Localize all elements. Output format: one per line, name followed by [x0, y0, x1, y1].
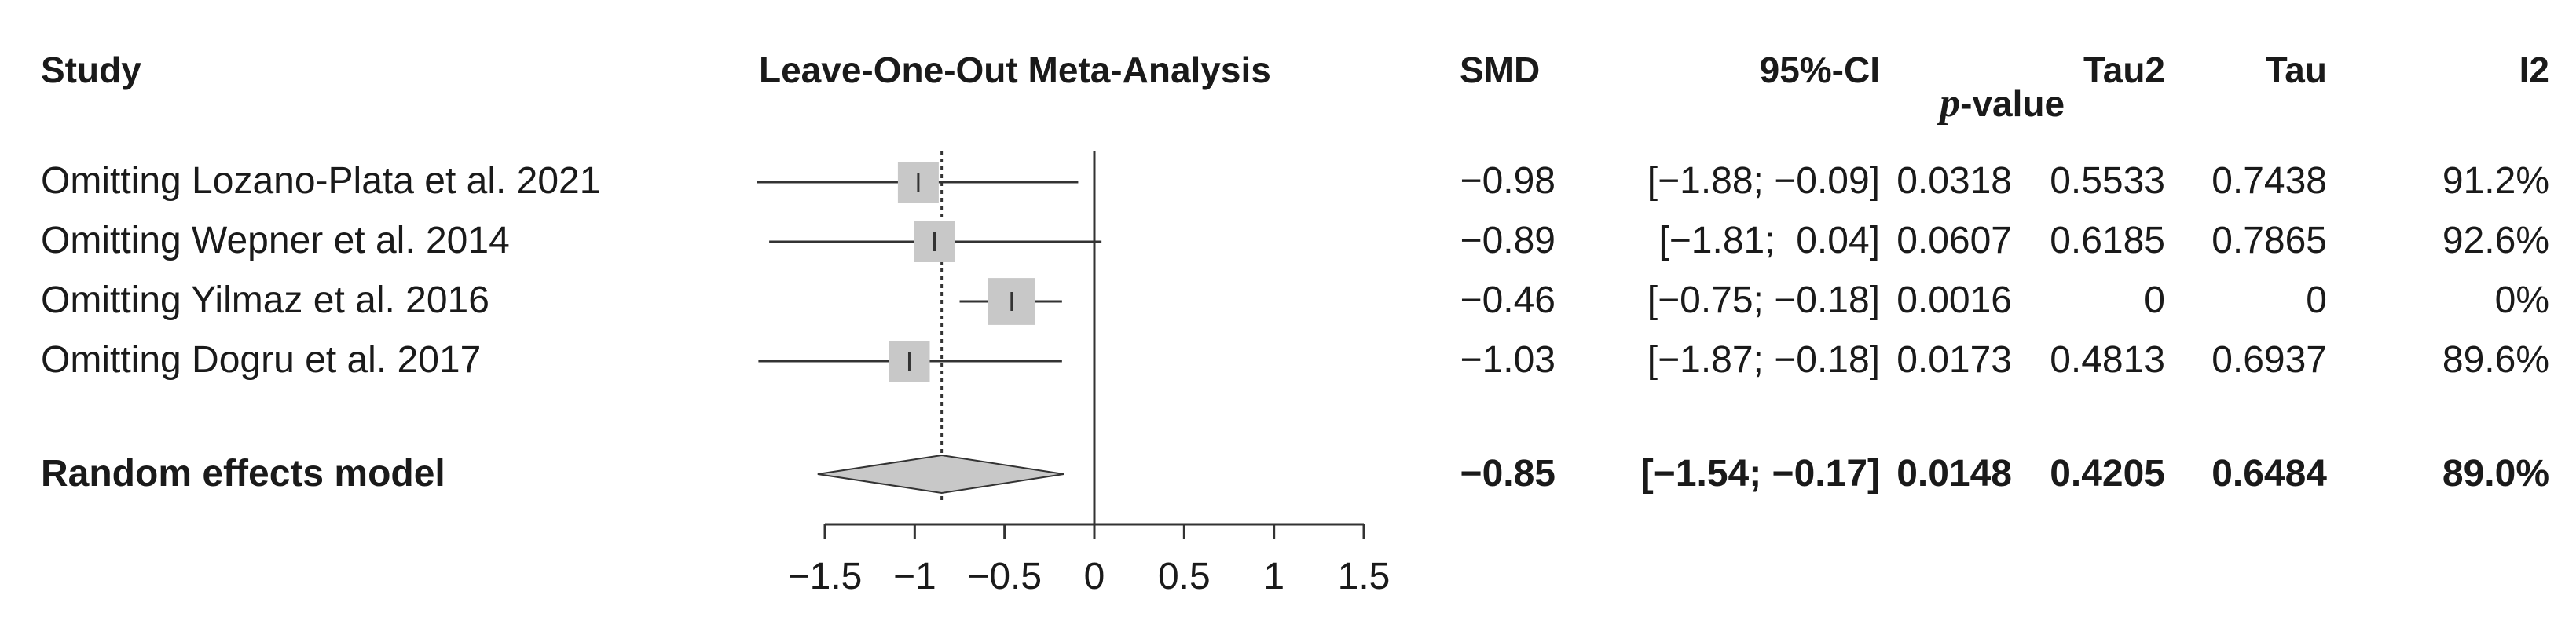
- header-plot-title: Leave-One-Out Meta-Analysis: [759, 49, 1271, 90]
- header-p-suffix: -value: [1960, 83, 2065, 124]
- study-smd: −0.98: [1460, 160, 1555, 202]
- header-p-value: p-value: [1900, 47, 2065, 160]
- summary-label: Random effects model: [41, 453, 445, 495]
- study-tau2: 0.5533: [2050, 160, 2165, 202]
- study-smd: −0.89: [1460, 220, 1555, 261]
- study-p-value: 0.0173: [1896, 339, 2012, 381]
- study-tau: 0: [2306, 279, 2327, 321]
- study-ci: [−0.75; −0.18]: [1647, 279, 1880, 321]
- study-p-value: 0.0607: [1896, 220, 2012, 261]
- study-smd: −0.46: [1460, 279, 1555, 321]
- study-i2: 89.6%: [2442, 339, 2549, 381]
- study-tau2: 0: [2144, 279, 2165, 321]
- study-label: Omitting Yilmaz et al. 2016: [41, 279, 489, 321]
- x-tick-label: −0.5: [967, 556, 1042, 597]
- study-label: Omitting Dogru et al. 2017: [41, 339, 482, 381]
- study-tau: 0.6937: [2211, 339, 2327, 381]
- header-p-italic: p: [1940, 81, 1961, 126]
- study-ci: [−1.87; −0.18]: [1647, 339, 1880, 381]
- summary-ci: [−1.54; −0.17]: [1640, 453, 1880, 495]
- x-tick-label: 0.5: [1158, 556, 1211, 597]
- study-tau2: 0.4813: [2050, 339, 2165, 381]
- summary-i2: 89.0%: [2442, 453, 2549, 495]
- study-i2: 91.2%: [2442, 160, 2549, 202]
- x-tick-label: −1.5: [788, 556, 863, 597]
- summary-tau2: 0.4205: [2050, 453, 2165, 495]
- summary-smd: −0.85: [1460, 453, 1555, 495]
- study-ci: [−1.81; 0.04]: [1658, 220, 1880, 261]
- study-i2: 92.6%: [2442, 220, 2549, 261]
- study-smd: −1.03: [1460, 339, 1555, 381]
- header-study: Study: [41, 49, 141, 90]
- x-tick-label: −1: [893, 556, 936, 597]
- header-smd: SMD: [1460, 49, 1541, 90]
- study-label: Omitting Wepner et al. 2014: [41, 220, 510, 261]
- study-i2: 0%: [2494, 279, 2549, 321]
- study-ci: [−1.88; −0.09]: [1647, 160, 1880, 202]
- study-p-value: 0.0016: [1896, 279, 2012, 321]
- header-ci: 95%-CI: [1759, 49, 1880, 90]
- header-tau: Tau: [2265, 49, 2327, 90]
- study-label: Omitting Lozano-Plata et al. 2021: [41, 160, 601, 202]
- study-tau2: 0.6185: [2050, 220, 2165, 261]
- summary-tau: 0.6484: [2211, 453, 2327, 495]
- x-tick-label: 0: [1084, 556, 1105, 597]
- x-tick-label: 1.5: [1338, 556, 1391, 597]
- study-tau: 0.7865: [2211, 220, 2327, 261]
- header-tau2: Tau2: [2083, 49, 2165, 90]
- study-tau: 0.7438: [2211, 160, 2327, 202]
- header-i2: I2: [2519, 49, 2549, 90]
- study-p-value: 0.0318: [1896, 160, 2012, 202]
- summary-p-value: 0.0148: [1896, 453, 2012, 495]
- x-tick-label: 1: [1263, 556, 1284, 597]
- pooled-diamond: [817, 454, 1064, 495]
